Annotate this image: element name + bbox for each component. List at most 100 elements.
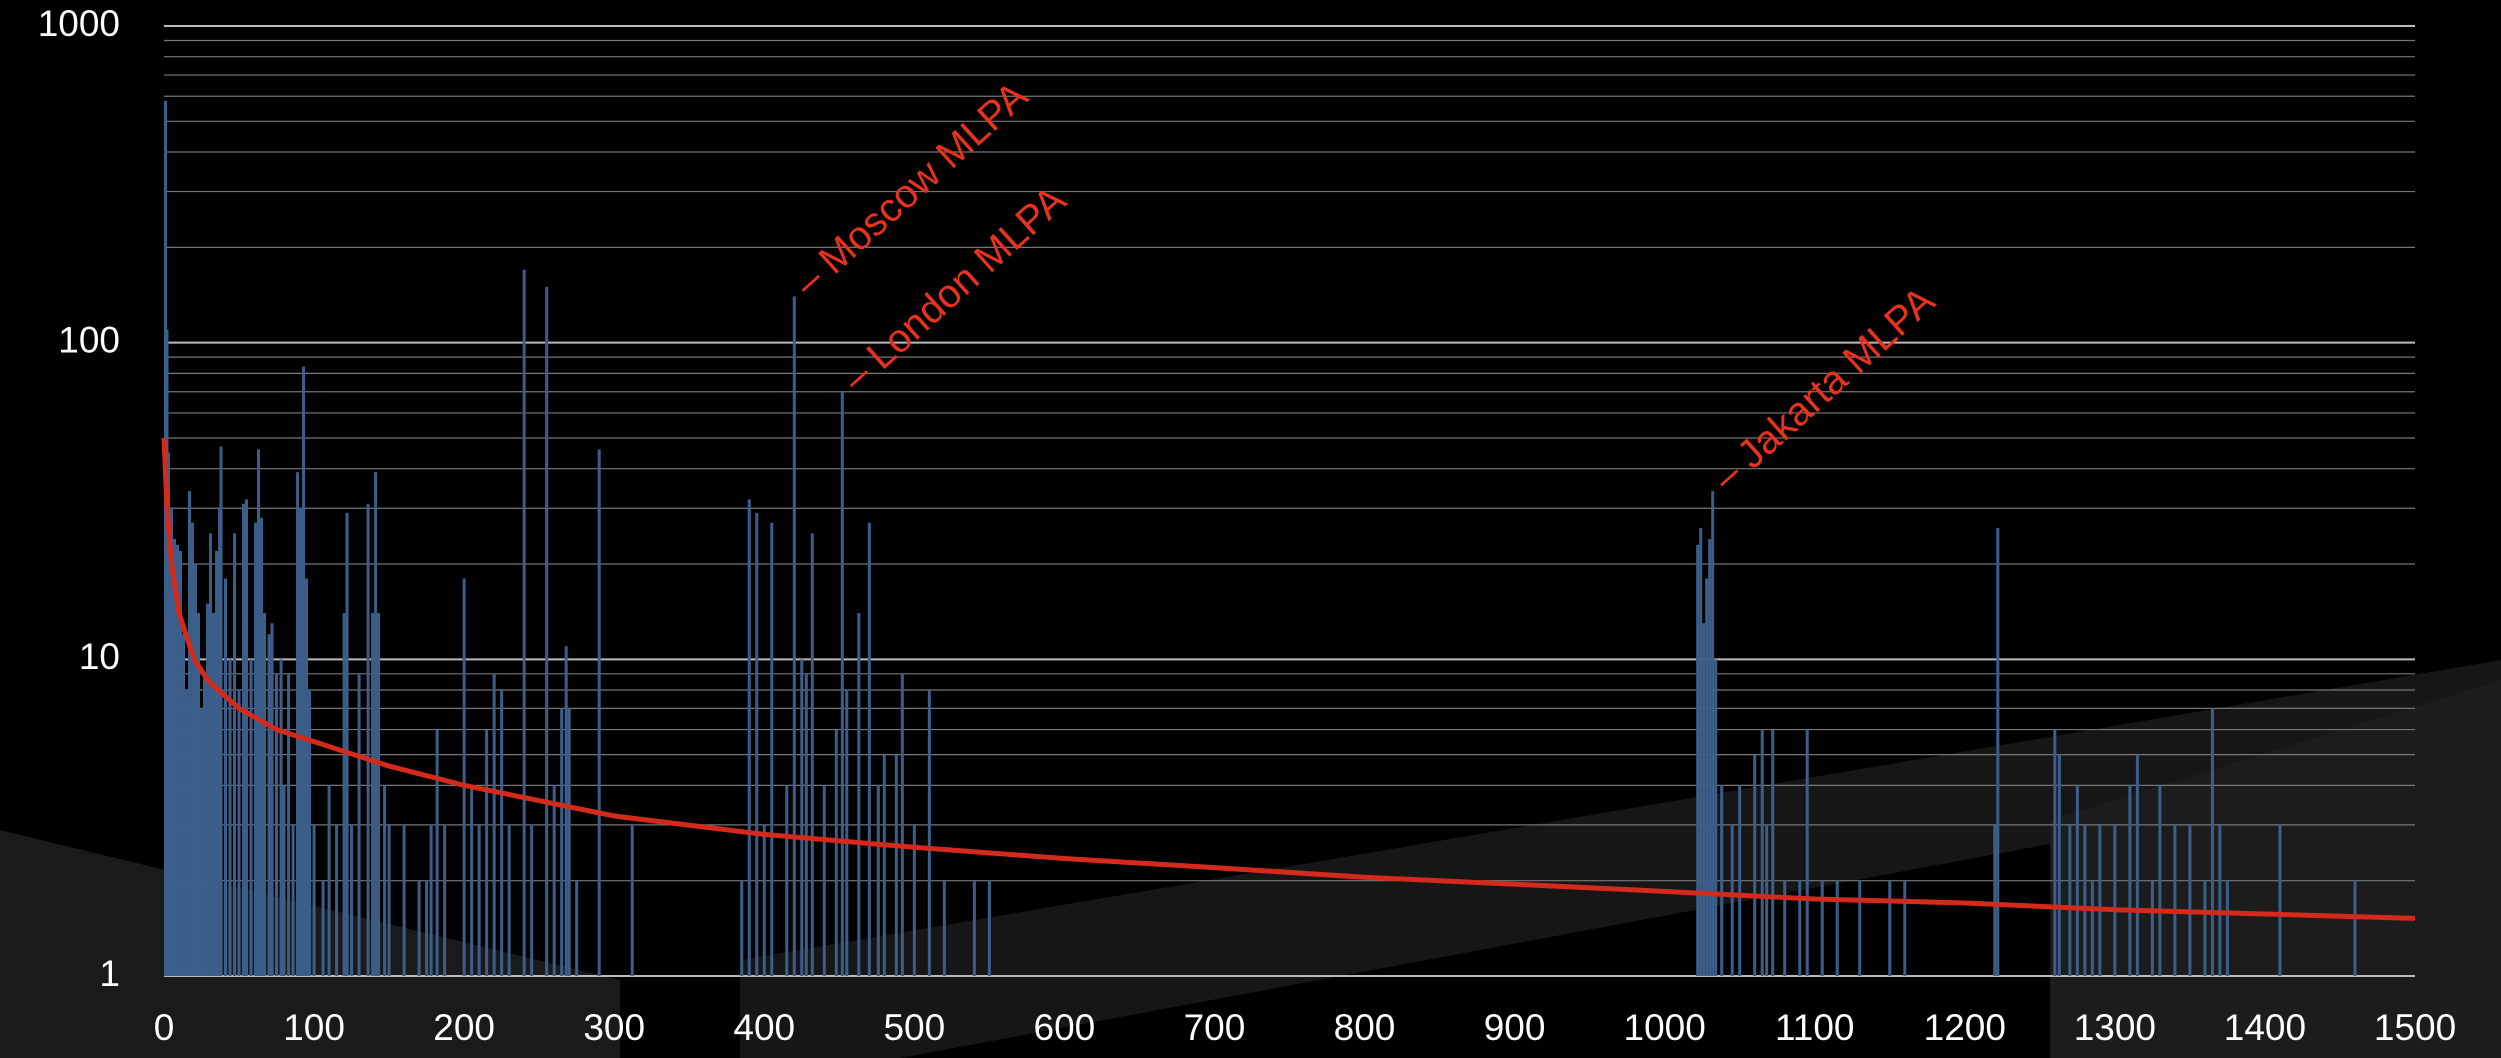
x-tick-label: 1500 bbox=[2374, 1007, 2456, 1048]
bar bbox=[185, 690, 189, 976]
bar bbox=[810, 533, 814, 976]
bar bbox=[770, 522, 774, 976]
bar bbox=[357, 673, 361, 976]
bar bbox=[402, 824, 406, 976]
bar bbox=[942, 880, 946, 976]
bar bbox=[1753, 754, 1757, 976]
bar bbox=[567, 708, 571, 976]
bar bbox=[834, 729, 838, 976]
bar bbox=[792, 296, 796, 976]
bar bbox=[218, 508, 222, 976]
bar bbox=[867, 522, 871, 976]
trend-line bbox=[161, 437, 2416, 921]
bar bbox=[245, 499, 249, 976]
bar bbox=[804, 673, 808, 976]
bar bbox=[2353, 880, 2357, 976]
bar bbox=[1798, 880, 1802, 976]
x-tick-label: 1300 bbox=[2074, 1007, 2156, 1048]
bar bbox=[194, 564, 198, 976]
bar bbox=[2057, 754, 2061, 976]
bar bbox=[840, 391, 844, 976]
bar bbox=[2135, 754, 2139, 976]
bar bbox=[2098, 824, 2102, 976]
bar bbox=[374, 472, 378, 976]
bar bbox=[242, 503, 246, 976]
bar bbox=[282, 785, 286, 976]
bar bbox=[2278, 824, 2282, 976]
bar bbox=[350, 824, 354, 976]
bar bbox=[1760, 729, 1764, 976]
bar bbox=[2150, 880, 2154, 976]
bar bbox=[275, 673, 279, 976]
bar bbox=[1858, 880, 1862, 976]
bar bbox=[740, 880, 744, 976]
bar bbox=[485, 729, 489, 976]
bar bbox=[371, 613, 375, 976]
bar bbox=[2113, 824, 2117, 976]
x-tick-label: 200 bbox=[433, 1007, 495, 1048]
bar bbox=[291, 824, 295, 976]
bar bbox=[383, 785, 387, 976]
bar bbox=[2158, 785, 2162, 976]
bar bbox=[215, 550, 219, 976]
bar bbox=[564, 646, 568, 976]
bar bbox=[176, 544, 180, 976]
bar bbox=[270, 623, 274, 976]
background-road bbox=[2050, 680, 2501, 1058]
x-tick-label: 1100 bbox=[1775, 1007, 1855, 1048]
bar bbox=[800, 659, 804, 976]
bar bbox=[1771, 729, 1775, 976]
bar bbox=[179, 550, 183, 976]
bar bbox=[197, 613, 201, 976]
bar bbox=[755, 512, 759, 976]
x-tick-label: 600 bbox=[1034, 1007, 1096, 1048]
bar bbox=[1888, 880, 1892, 976]
bar bbox=[188, 491, 192, 976]
y-tick-label: 100 bbox=[58, 319, 120, 360]
bar bbox=[492, 673, 496, 976]
bar bbox=[249, 659, 253, 976]
bar bbox=[345, 512, 349, 976]
annotation: – Jakarta MLPA bbox=[1704, 278, 1943, 499]
bar bbox=[1993, 824, 1997, 976]
bar bbox=[876, 785, 880, 976]
bar bbox=[1996, 527, 2000, 976]
bar bbox=[366, 503, 370, 976]
bar bbox=[200, 708, 204, 976]
bar bbox=[279, 659, 283, 976]
bar bbox=[299, 508, 303, 976]
bar bbox=[170, 508, 174, 976]
bar bbox=[387, 824, 391, 976]
bar bbox=[2188, 824, 2192, 976]
bar bbox=[2128, 785, 2132, 976]
x-tick-label: 500 bbox=[883, 1007, 945, 1048]
bar bbox=[530, 824, 534, 976]
bar bbox=[228, 659, 232, 976]
bar bbox=[1835, 880, 1839, 976]
bar bbox=[1903, 880, 1907, 976]
y-tick-label: 1000 bbox=[38, 3, 120, 44]
bar bbox=[342, 613, 346, 976]
bar bbox=[2090, 880, 2094, 976]
bar bbox=[470, 785, 474, 976]
bar bbox=[822, 785, 826, 976]
bar bbox=[2075, 785, 2079, 976]
x-tick-label: 1200 bbox=[1924, 1007, 2006, 1048]
bar bbox=[327, 785, 331, 976]
bar bbox=[2068, 824, 2072, 976]
bar bbox=[1730, 824, 1734, 976]
bar bbox=[1702, 623, 1706, 976]
bar bbox=[435, 729, 439, 976]
bar bbox=[287, 673, 291, 976]
bar bbox=[302, 366, 306, 976]
bar bbox=[296, 472, 300, 976]
bar bbox=[219, 446, 223, 977]
bar bbox=[429, 824, 433, 976]
bar bbox=[477, 824, 481, 976]
bar bbox=[912, 824, 916, 976]
bar bbox=[167, 452, 171, 977]
bar bbox=[257, 449, 261, 976]
bar bbox=[507, 824, 511, 976]
